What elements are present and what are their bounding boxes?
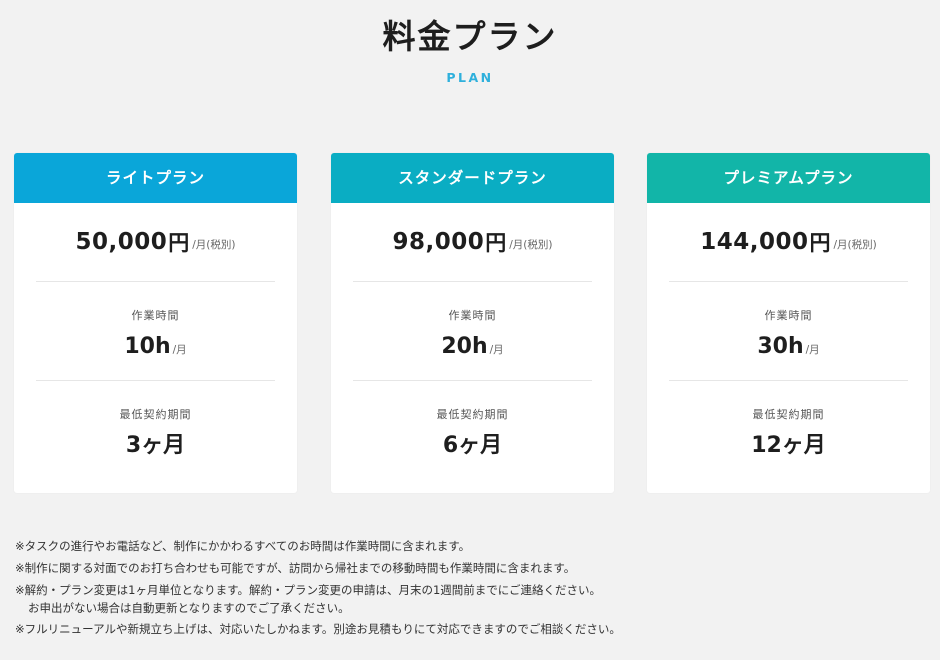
price-currency: 円	[809, 231, 831, 255]
note-item: ※制作に関する対面でのお打ち合わせも可能ですが、訪問から帰社までの移動時間も作業…	[15, 559, 925, 578]
note-text: ※フルリニューアルや新規立ち上げは、対応いたしかねます。別途お見積もりにて対応で…	[15, 622, 621, 636]
price-unit: /月(税別)	[833, 238, 877, 251]
work-hours-value: 20h	[441, 334, 488, 359]
work-hours-unit: /月	[172, 344, 187, 356]
note-text: ※タスクの進行やお電話など、制作にかかわるすべてのお時間は作業時間に含まれます。	[15, 539, 471, 553]
divider	[353, 281, 592, 282]
min-term-label: 最低契約期間	[752, 408, 825, 421]
work-hours-unit: /月	[489, 344, 504, 356]
min-term-label: 最低契約期間	[119, 408, 192, 421]
work-hours-label: 作業時間	[131, 309, 180, 322]
min-term-label: 最低契約期間	[436, 408, 509, 421]
plan-card-premium: プレミアムプラン 144,000 円/月(税別) 作業時間 30h/月 最低契約期…	[647, 153, 930, 493]
work-hours-section: 作業時間 10h/月	[14, 282, 297, 380]
min-term-section: 最低契約期間 12ヶ月	[647, 381, 930, 479]
page-header: 料金プラン PLAN	[0, 14, 940, 86]
min-term-value: 3ヶ月	[125, 433, 186, 458]
work-hours-section: 作業時間 30h/月	[647, 282, 930, 380]
min-term-section: 最低契約期間 6ヶ月	[331, 381, 614, 479]
work-hours-label: 作業時間	[448, 309, 497, 322]
work-hours-value: 30h	[757, 334, 804, 359]
note-text: ※解約・プラン変更は1ヶ月単位となります。解約・プラン変更の申請は、月末の1週間…	[15, 583, 602, 597]
divider	[353, 380, 592, 381]
plan-cards: ライトプラン 50,000 円/月(税別) 作業時間 10h/月 最低契約期間 3…	[14, 153, 930, 493]
divider	[669, 281, 908, 282]
plan-notes: ※タスクの進行やお電話など、制作にかかわるすべてのお時間は作業時間に含まれます。…	[15, 537, 925, 642]
note-text: ※制作に関する対面でのお打ち合わせも可能ですが、訪問から帰社までの移動時間も作業…	[15, 561, 576, 575]
price-unit: /月(税別)	[192, 238, 236, 251]
work-hours-unit: /月	[805, 344, 820, 356]
plan-card-header: ライトプラン	[14, 153, 297, 203]
plan-card-header: スタンダードプラン	[331, 153, 614, 203]
work-hours-section: 作業時間 20h/月	[331, 282, 614, 380]
work-hours-label: 作業時間	[764, 309, 813, 322]
min-term-section: 最低契約期間 3ヶ月	[14, 381, 297, 479]
price-currency: 円	[485, 231, 507, 255]
plan-price: 98,000 円/月(税別)	[331, 203, 614, 281]
note-text-continued: お申出がない場合は自動更新となりますのでご了承ください。	[28, 601, 350, 615]
plan-card-header: プレミアムプラン	[647, 153, 930, 203]
note-item: ※フルリニューアルや新規立ち上げは、対応いたしかねます。別途お見積もりにて対応で…	[15, 620, 925, 639]
plan-card-light: ライトプラン 50,000 円/月(税別) 作業時間 10h/月 最低契約期間 3…	[14, 153, 297, 493]
divider	[36, 281, 275, 282]
page-subtitle: PLAN	[446, 70, 494, 85]
page-title: 料金プラン	[382, 17, 558, 56]
divider	[669, 380, 908, 381]
work-hours-value: 10h	[124, 334, 171, 359]
plan-price: 144,000 円/月(税別)	[647, 203, 930, 281]
plan-price: 50,000 円/月(税別)	[14, 203, 297, 281]
price-value: 50,000	[75, 229, 168, 255]
note-item: ※タスクの進行やお電話など、制作にかかわるすべてのお時間は作業時間に含まれます。	[15, 537, 925, 556]
price-value: 144,000	[700, 229, 809, 255]
price-currency: 円	[168, 231, 190, 255]
min-term-value: 12ヶ月	[751, 433, 826, 458]
price-unit: /月(税別)	[509, 238, 553, 251]
divider	[36, 380, 275, 381]
plan-card-standard: スタンダードプラン 98,000 円/月(税別) 作業時間 20h/月 最低契約期…	[331, 153, 614, 493]
note-item: ※解約・プラン変更は1ヶ月単位となります。解約・プラン変更の申請は、月末の1週間…	[15, 581, 925, 617]
min-term-value: 6ヶ月	[442, 433, 503, 458]
price-value: 98,000	[392, 229, 485, 255]
